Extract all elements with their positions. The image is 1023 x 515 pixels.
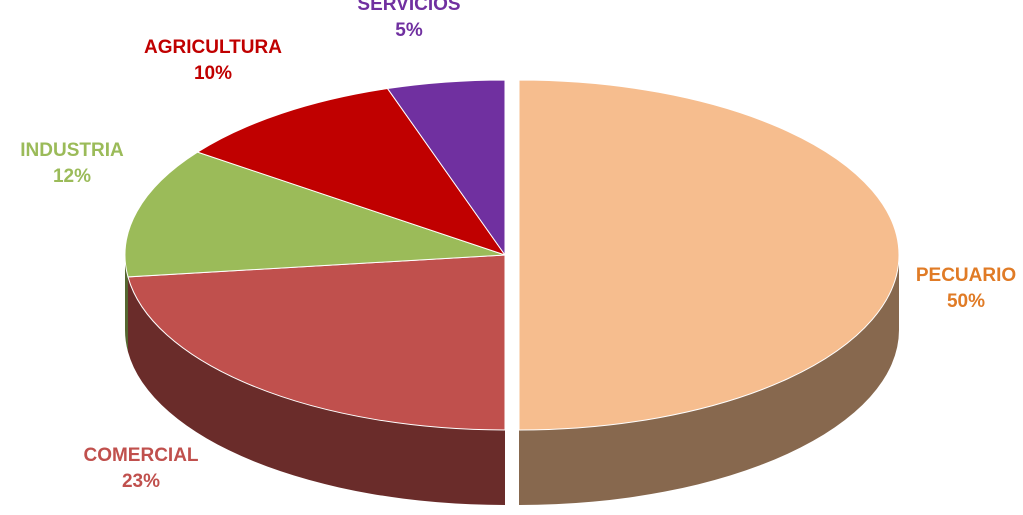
slice-side <box>519 255 899 505</box>
data-label-value: 10% <box>194 63 232 84</box>
data-label-name: AGRICULTURA <box>144 37 282 58</box>
slice <box>127 254 506 431</box>
slice <box>124 151 506 278</box>
slice <box>386 79 506 257</box>
slice <box>518 79 900 431</box>
data-label-name: COMERCIAL <box>83 445 198 466</box>
slice <box>196 88 507 256</box>
data-label-value: 5% <box>395 20 423 41</box>
pie-sides <box>125 255 899 505</box>
data-label-value: 12% <box>53 166 91 187</box>
slice-side <box>125 255 128 352</box>
data-label-name: PECUARIO <box>916 265 1016 286</box>
pie-tops <box>124 79 900 431</box>
data-label-name: SERVICIOS <box>357 0 460 15</box>
data-label-name: INDUSTRIA <box>20 140 124 161</box>
data-label-value: 50% <box>947 291 985 312</box>
slice-side <box>127 276 506 505</box>
data-label-value: 23% <box>122 471 160 492</box>
data-labels: PECUARIO 50% COMERCIAL 23% INDUSTRIA 12% AGRIC… <box>20 0 1016 492</box>
